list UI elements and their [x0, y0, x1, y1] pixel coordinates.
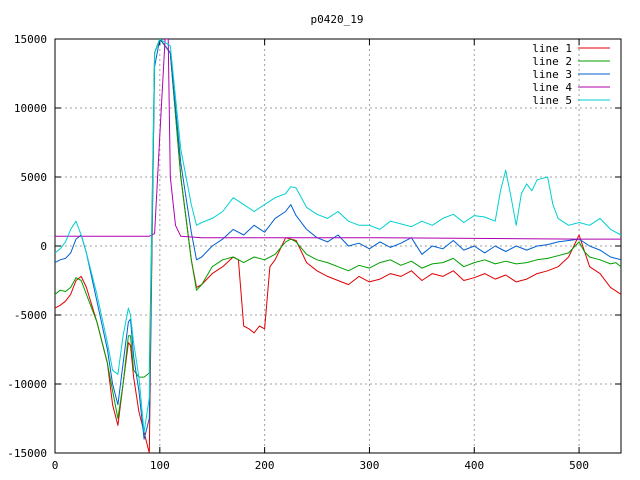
- legend-label: line 1: [532, 42, 572, 55]
- x-tick-label: 0: [52, 459, 59, 472]
- tick-labels: 0 100 200 300 400 500 -15000 -10000 -5000 0 5000 10…: [7, 33, 589, 472]
- y-tick-label: 5000: [21, 171, 48, 184]
- legend-label: line 5: [532, 94, 572, 107]
- y-tick-label: -10000: [7, 378, 47, 391]
- series-line-5: [55, 39, 621, 433]
- x-tick-label: 500: [569, 459, 589, 472]
- legend-label: line 2: [532, 55, 572, 68]
- y-tick-label: -15000: [7, 447, 47, 460]
- x-tick-label: 100: [150, 459, 170, 472]
- x-tick-label: 300: [360, 459, 380, 472]
- y-tick-label: 15000: [14, 33, 47, 46]
- y-tick-label: -5000: [14, 309, 47, 322]
- series-line-2: [55, 39, 621, 419]
- y-tick-label: 10000: [14, 102, 47, 115]
- y-tick-label: 0: [40, 240, 47, 253]
- legend-label: line 3: [532, 68, 572, 81]
- legend-label: line 4: [532, 81, 572, 94]
- series-line-4: [55, 39, 621, 240]
- x-tick-label: 400: [464, 459, 484, 472]
- series-lines: [55, 39, 621, 453]
- x-tick-label: 200: [255, 459, 275, 472]
- chart-title: p0420_19: [311, 13, 364, 26]
- series-line-1: [55, 39, 621, 453]
- series-line-3: [55, 39, 621, 440]
